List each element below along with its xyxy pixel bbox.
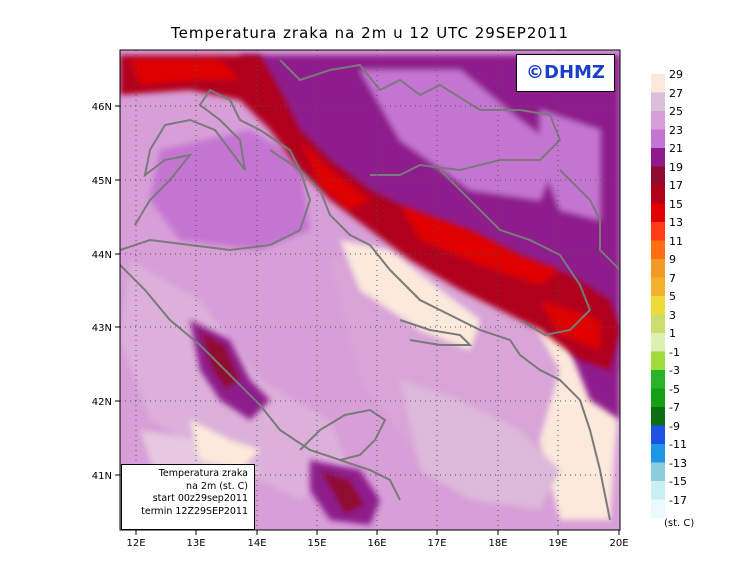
lon-tick-labels: 12E 13E 14E 15E 16E 17E 18E 19E 20E: [126, 538, 628, 549]
legend-color-bar: [651, 74, 665, 518]
legend-swatch: [651, 92, 665, 111]
legend-label: 1: [669, 327, 676, 340]
legend-swatch: [651, 370, 665, 389]
legend-label: -9: [669, 419, 680, 433]
lon-tick-label: 14E: [247, 538, 266, 549]
lat-tick-label: 45N: [92, 176, 112, 187]
legend-label: 17: [669, 179, 683, 192]
field-hot-belt: [120, 55, 620, 525]
legend-unit: (st. C): [664, 518, 695, 529]
legend-swatch: [651, 425, 665, 444]
legend-swatch: [651, 499, 665, 518]
legend-swatch: [651, 203, 665, 222]
lon-tick-label: 13E: [186, 538, 205, 549]
lon-tick-label: 20E: [609, 538, 628, 549]
lat-tick-label: 42N: [92, 397, 112, 408]
legend-swatch: [651, 351, 665, 370]
legend-swatch: [651, 259, 665, 278]
axis-ticks: [115, 105, 620, 535]
info-box: Temperatura zraka na 2m (st. C) start 00…: [121, 464, 255, 530]
map-title: Temperatura zraka na 2m u 12 UTC 29SEP20…: [170, 24, 570, 42]
legend-swatch: [651, 481, 665, 500]
legend-label: 25: [669, 105, 683, 118]
lat-tick-label: 46N: [92, 102, 112, 113]
legend-label: 23: [669, 123, 683, 137]
info-line: na 2m (st. C): [186, 480, 248, 492]
coastlines: [120, 59, 620, 521]
legend-swatch: [651, 462, 665, 481]
legend-swatch: [651, 111, 665, 130]
legend-label: -11: [669, 438, 687, 451]
legend-swatch: [651, 333, 665, 352]
legend-label: 3: [669, 308, 676, 322]
legend-label: -17: [669, 493, 687, 507]
legend-swatch: [651, 240, 665, 259]
legend-label: -3: [669, 364, 680, 377]
legend-swatch: [651, 185, 665, 204]
legend-label: -7: [669, 401, 680, 414]
lon-tick-label: 15E: [307, 538, 326, 549]
legend-label: -1: [669, 345, 680, 359]
legend-swatch: [651, 166, 665, 185]
lat-tick-labels: 46N 45N 44N 43N 42N 41N: [92, 102, 112, 482]
legend-label: -5: [669, 382, 680, 396]
legend-label: 15: [669, 197, 683, 211]
lon-tick-label: 18E: [488, 538, 507, 549]
lon-tick-label: 16E: [367, 538, 386, 549]
legend-swatch: [651, 388, 665, 407]
legend-label: 19: [669, 160, 683, 174]
legend-label: 11: [669, 234, 683, 248]
lon-tick-label: 17E: [427, 538, 446, 549]
info-line: start 00z29sep2011: [152, 493, 248, 504]
dhmz-logo: ©DHMZ: [516, 54, 615, 92]
legend-swatch: [651, 74, 665, 93]
map-frame: [119, 49, 621, 531]
legend-label: 29: [669, 68, 683, 81]
lat-tick-label: 44N: [92, 250, 112, 261]
lat-tick-label: 41N: [92, 471, 112, 482]
legend-swatch: [651, 407, 665, 426]
legend-label: -15: [669, 475, 687, 488]
lon-tick-label: 19E: [548, 538, 567, 549]
legend-swatch: [651, 129, 665, 148]
legend-label: 27: [669, 86, 683, 100]
info-line: Temperatura zraka: [158, 468, 248, 479]
legend-label: 21: [669, 142, 683, 155]
legend-label: 7: [669, 271, 676, 285]
legend-swatch: [651, 444, 665, 463]
legend-swatch: [651, 314, 665, 333]
legend-label: -13: [669, 456, 687, 470]
lon-tick-label: 12E: [126, 538, 145, 549]
legend-label: 13: [669, 216, 683, 229]
legend-label: 9: [669, 253, 676, 266]
lat-lon-grid: [120, 50, 620, 530]
info-line: termin 12Z29SEP2011: [141, 505, 248, 517]
legend-swatch: [651, 277, 665, 296]
legend-label: 5: [669, 290, 676, 303]
legend-swatch: [651, 296, 665, 315]
legend-swatch: [651, 222, 665, 241]
lat-tick-label: 43N: [92, 323, 112, 334]
legend-swatch: [651, 148, 665, 167]
